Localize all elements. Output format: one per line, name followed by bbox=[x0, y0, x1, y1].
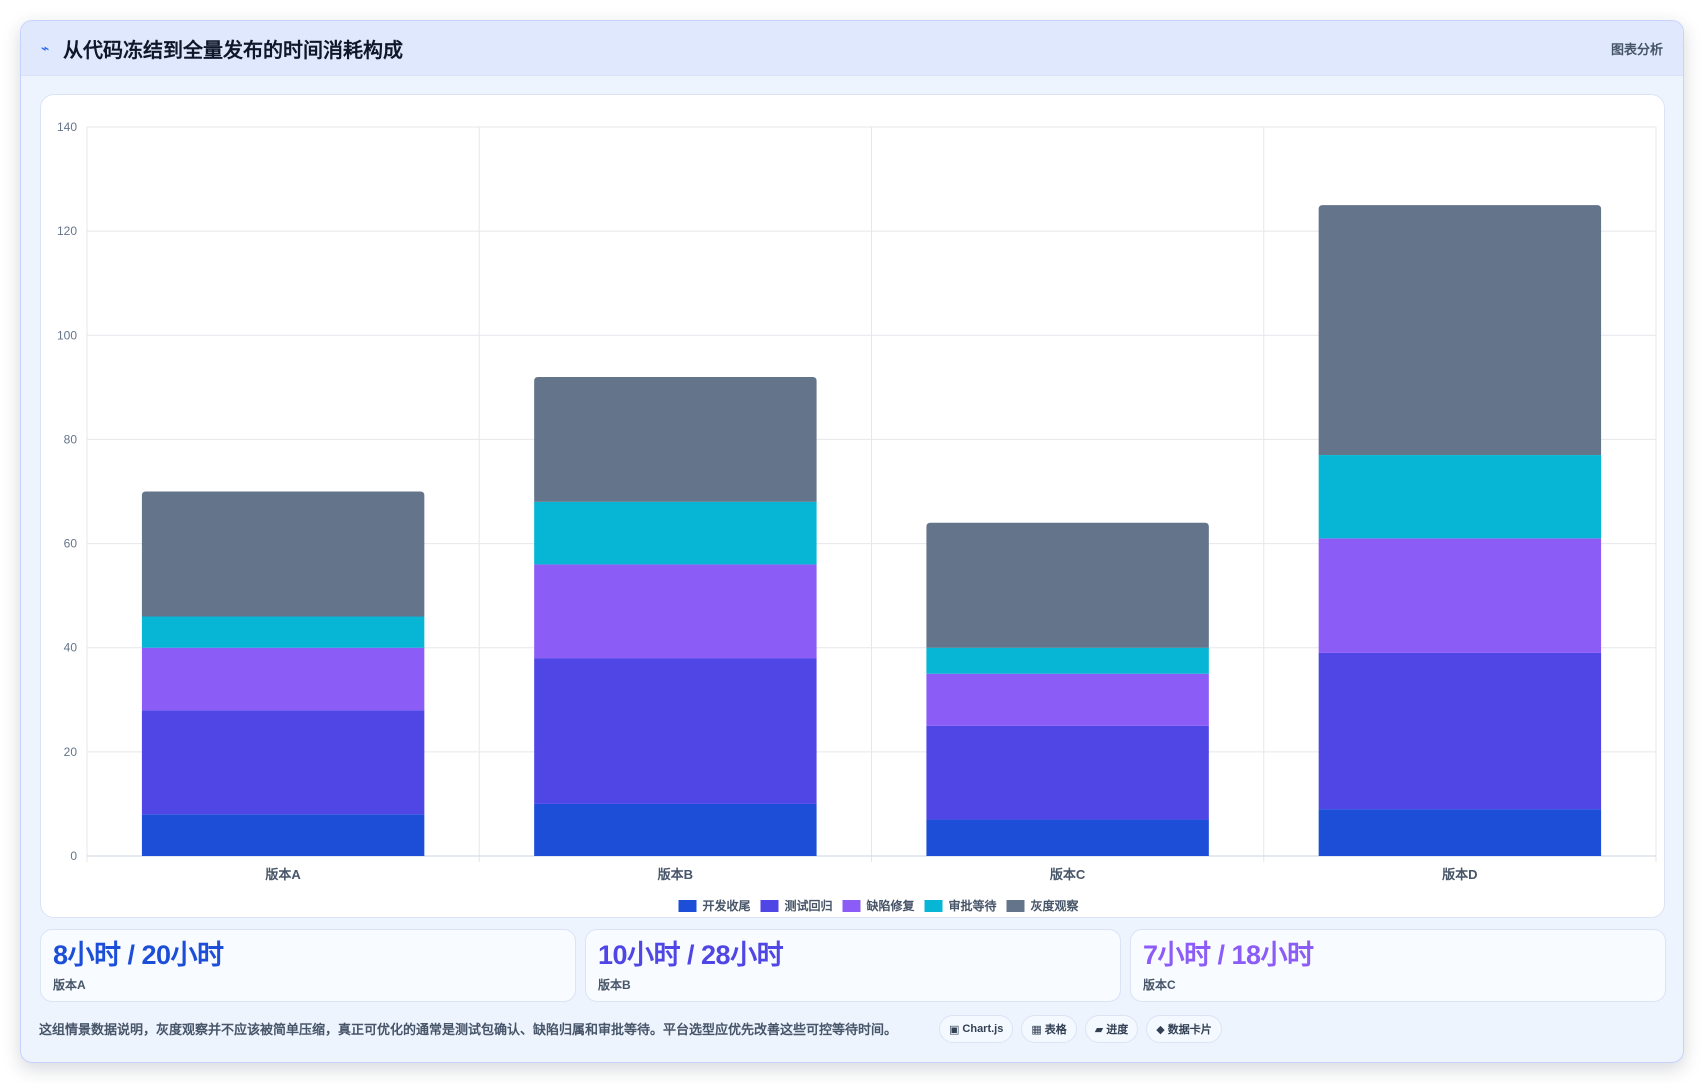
legend-swatch bbox=[678, 900, 697, 912]
x-tick-label: 版本C bbox=[1050, 867, 1086, 882]
y-tick-label: 120 bbox=[57, 224, 77, 238]
page-title: 从代码冻结到全量发布的时间消耗构成 bbox=[63, 39, 403, 62]
stacked-bar-chart: 0 20 40 60 80 100 120 140 版本A 版本B 版本C 版本D 开发收尾 测试回归 缺陷… bbox=[57, 120, 1657, 913]
stat-label: 版本A bbox=[53, 978, 86, 992]
x-tick-label: 版本A bbox=[265, 867, 301, 882]
bar-segment bbox=[534, 501, 817, 565]
y-tick-label: 140 bbox=[57, 120, 77, 134]
chart-icon: ▣ bbox=[949, 1023, 960, 1036]
bar-segment bbox=[926, 522, 1209, 648]
bar-segment bbox=[534, 658, 817, 804]
bar-segment bbox=[141, 647, 425, 711]
y-tick-label: 0 bbox=[70, 849, 77, 863]
stat-card-a: 8小时 / 20小时 版本A bbox=[40, 929, 576, 1002]
bar-segment bbox=[141, 710, 425, 815]
tag-label: 表格 bbox=[1044, 1024, 1067, 1036]
bar-segment bbox=[1318, 652, 1602, 810]
bar-segment bbox=[1318, 538, 1602, 653]
legend-label: 审批等待 bbox=[949, 898, 997, 913]
legend-label: 灰度观察 bbox=[1031, 898, 1080, 913]
x-tick-label: 版本D bbox=[1442, 867, 1477, 882]
bar-segment bbox=[141, 616, 425, 648]
chart-card: 0 20 40 60 80 100 120 140 版本A 版本B 版本C 版本D 开发收尾 测试回归 缺陷… bbox=[40, 94, 1665, 918]
card-icon: ◆ bbox=[1156, 1023, 1165, 1036]
legend-swatch bbox=[1006, 900, 1025, 912]
bar-segment bbox=[1318, 455, 1602, 539]
bar-segment bbox=[534, 564, 817, 659]
stat-label: 版本C bbox=[1143, 978, 1176, 992]
legend-swatch bbox=[842, 900, 861, 912]
y-tick-label: 60 bbox=[64, 537, 78, 551]
bar-segment bbox=[926, 673, 1209, 726]
bar-segment bbox=[926, 819, 1209, 856]
y-tick-label: 20 bbox=[64, 745, 78, 759]
progress-icon: ▰ bbox=[1094, 1023, 1104, 1036]
legend-label: 测试回归 bbox=[785, 898, 833, 913]
tag-list: ▣ Chart.js ▦ 表格 ▰ 进度 ◆ 数据卡片 bbox=[939, 1015, 1222, 1043]
tag-chartjs[interactable]: ▣ Chart.js bbox=[939, 1015, 1014, 1043]
tag-label: Chart.js bbox=[962, 1023, 1004, 1035]
y-tick-label: 40 bbox=[64, 641, 78, 655]
y-tick-label: 100 bbox=[57, 328, 77, 342]
stat-value: 10小时 / 28小时 bbox=[598, 940, 784, 970]
tag-progress[interactable]: ▰ 进度 bbox=[1084, 1015, 1139, 1043]
stat-card-c: 7小时 / 18小时 版本C bbox=[1130, 929, 1666, 1002]
stat-card-b: 10小时 / 28小时 版本B bbox=[585, 929, 1121, 1002]
bar-segment bbox=[141, 814, 425, 856]
bar-segment bbox=[534, 376, 817, 502]
tag-table[interactable]: ▦ 表格 bbox=[1021, 1015, 1077, 1043]
bar-segment bbox=[141, 491, 425, 617]
bar-segment bbox=[926, 647, 1209, 674]
footer-note: 这组情景数据说明，灰度观察并不应该被简单压缩，真正可优化的通常是测试包确认、缺陷… bbox=[39, 1022, 898, 1037]
x-tick-label: 版本B bbox=[658, 867, 693, 882]
header: ⌁ 从代码冻结到全量发布的时间消耗构成 图表分析 bbox=[21, 21, 1683, 76]
legend-swatch bbox=[924, 900, 943, 912]
stat-value: 7小时 / 18小时 bbox=[1143, 940, 1314, 970]
legend-swatch bbox=[760, 900, 779, 912]
bar-segment bbox=[1318, 809, 1602, 856]
chart-analysis-label: 图表分析 bbox=[1610, 41, 1663, 57]
legend-label: 缺陷修复 bbox=[867, 898, 916, 913]
bar-segment bbox=[926, 725, 1209, 820]
bar-segment bbox=[534, 803, 817, 856]
stat-value: 8小时 / 20小时 bbox=[53, 940, 224, 970]
tag-label: 数据卡片 bbox=[1167, 1024, 1212, 1036]
table-icon: ▦ bbox=[1031, 1023, 1042, 1036]
legend-label: 开发收尾 bbox=[703, 898, 751, 913]
pulse-icon: ⌁ bbox=[41, 39, 50, 56]
tag-label: 进度 bbox=[1106, 1024, 1129, 1036]
tag-data-card[interactable]: ◆ 数据卡片 bbox=[1146, 1015, 1222, 1043]
dashboard-frame: ⌁ 从代码冻结到全量发布的时间消耗构成 图表分析 0 20 40 60 80 100 120… bbox=[20, 20, 1684, 1063]
bar-segment bbox=[1318, 205, 1602, 456]
stat-label: 版本B bbox=[598, 978, 631, 992]
y-tick-label: 80 bbox=[64, 432, 78, 446]
